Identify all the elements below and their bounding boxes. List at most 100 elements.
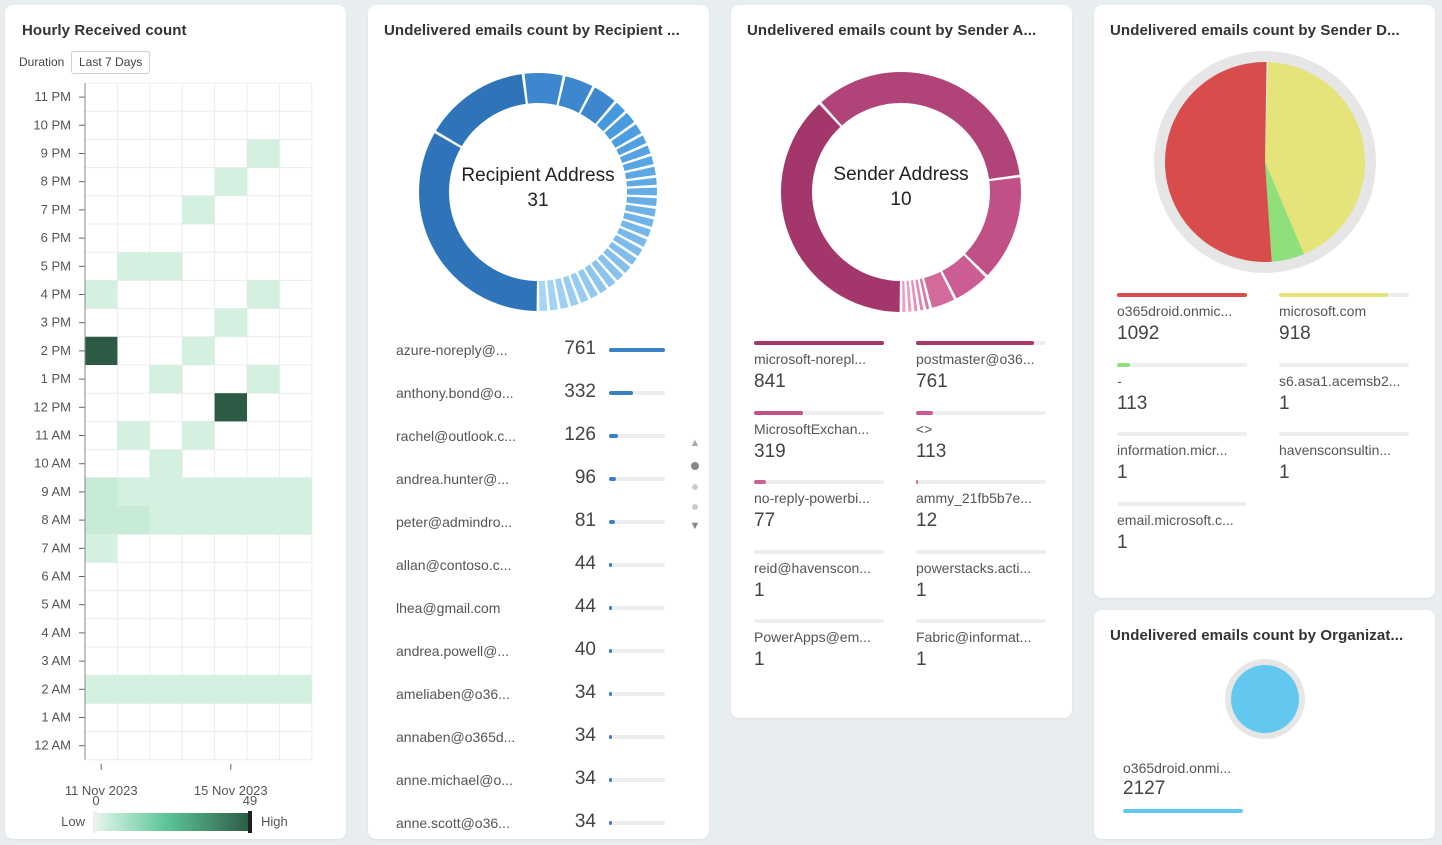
heatmap-cell[interactable] [182,506,215,535]
heatmap-cell[interactable] [117,477,150,506]
recipient-donut-slice[interactable] [620,220,651,238]
recipient-donut-slice[interactable] [625,204,656,217]
page-dot-active[interactable] [691,462,699,470]
sender-donut-slice[interactable] [924,271,955,308]
recipient-donut-slice[interactable] [547,279,558,311]
domain-pie-slice[interactable] [1165,61,1272,263]
sender-donut-chart[interactable] [731,5,1072,325]
sender-tile[interactable]: PowerApps@em... 1 [754,619,884,679]
heatmap-cell[interactable] [279,675,312,704]
sender-donut-slice[interactable] [910,280,918,312]
page-dot[interactable] [692,484,698,490]
heatmap-cell[interactable] [182,675,215,704]
heatmap-cell[interactable] [117,252,150,281]
legend-max-handle[interactable] [248,811,252,833]
org-pie-slice[interactable] [1231,665,1299,733]
recipient-row[interactable]: rachel@outlook.c... 126 [396,422,666,452]
recipient-donut-slice[interactable] [584,264,607,294]
domain-tile[interactable]: s6.asa1.acemsb2... 1 [1279,362,1409,423]
list-scroller[interactable]: ▲ ▼ [688,437,702,534]
scroll-down-icon[interactable]: ▼ [689,520,701,532]
domain-pie-slice[interactable] [1265,62,1365,255]
recipient-row[interactable]: andrea.hunter@... 96 [396,465,666,495]
heatmap-cell[interactable] [149,365,183,394]
recipient-row[interactable]: annaben@o365d... 34 [396,723,666,753]
heatmap-cell[interactable] [247,675,280,704]
sender-tile[interactable]: reid@havenscon... 1 [754,549,884,610]
recipient-row[interactable]: anne.scott@o36... 34 [396,809,666,839]
domain-tile[interactable]: havensconsultin... 1 [1279,432,1409,492]
recipient-donut-slice[interactable] [619,145,651,164]
recipient-donut-slice[interactable] [611,124,642,148]
domain-tile[interactable]: information.micr... 1 [1117,432,1247,492]
recipient-row[interactable]: anne.michael@o... 34 [396,766,666,796]
recipient-donut-slice[interactable] [608,241,637,265]
heatmap-cell[interactable] [214,167,247,196]
heatmap-cell[interactable] [247,139,280,168]
recipient-donut-slice[interactable] [577,268,598,299]
sender-donut-slice[interactable] [919,278,930,310]
recipient-donut-slice[interactable] [558,76,593,113]
duration-selector[interactable]: Last 7 Days [71,51,151,74]
sender-donut-slice[interactable] [821,71,1020,180]
sender-domain-pie-chart[interactable] [1094,5,1435,285]
recipient-row[interactable]: lhea@gmail.com 44 [396,594,666,624]
recipient-row[interactable]: ameliaben@o36... 34 [396,680,666,710]
heatmap-cell[interactable] [149,252,183,281]
heatmap-cell[interactable] [214,506,247,535]
heatmap-cell[interactable] [279,506,312,535]
recipient-donut-slice[interactable] [554,278,569,309]
recipient-donut-chart[interactable] [368,5,709,325]
recipient-donut-slice[interactable] [539,280,548,311]
sender-tile[interactable]: postmaster@o36... 761 [916,341,1046,401]
sender-tile[interactable]: no-reply-powerbi... 77 [754,480,884,540]
heatmap-cell[interactable] [247,280,280,309]
heatmap-cell[interactable] [214,477,247,506]
sender-donut-slice[interactable] [915,279,924,311]
recipient-donut-slice[interactable] [570,272,589,303]
sender-tile[interactable]: Fabric@informat... 1 [916,619,1046,679]
domain-tile[interactable]: o365droid.onmic... 1092 [1117,293,1247,353]
heatmap-cell[interactable] [85,477,118,506]
heatmap-cell[interactable] [247,365,280,394]
heatmap-cell[interactable] [85,280,118,309]
heatmap-cell[interactable] [149,506,183,535]
recipient-donut-slice[interactable] [580,87,615,124]
recipient-donut-slice[interactable] [596,102,625,132]
heatmap-cell[interactable] [117,675,150,704]
recipient-donut-slice[interactable] [612,234,643,257]
recipient-row[interactable]: azure-noreply@... 761 [396,336,666,366]
organization-pie-chart[interactable] [1094,610,1435,750]
domain-tile[interactable]: microsoft.com 918 [1279,293,1409,353]
heatmap-cell[interactable] [247,477,280,506]
recipient-donut-slice[interactable] [591,259,616,288]
recipient-donut-slice[interactable] [626,196,657,207]
heatmap-cell[interactable] [85,675,118,704]
domain-tile[interactable]: - 113 [1117,362,1247,423]
sender-donut-slice[interactable] [906,280,912,312]
recipient-row[interactable]: andrea.powell@... 40 [396,637,666,667]
recipient-donut-slice[interactable] [623,212,654,228]
recipient-row[interactable]: anthony.bond@o... 332 [396,379,666,409]
heatmap-cell[interactable] [214,675,247,704]
page-dot[interactable] [692,504,698,510]
recipient-donut-slice[interactable] [435,74,526,147]
heatmap-cell[interactable] [214,308,247,337]
heatmap-cell[interactable] [117,506,150,535]
recipient-donut-slice[interactable] [622,155,654,172]
recipient-donut-slice[interactable] [626,187,657,196]
heatmap-cell[interactable] [182,421,215,450]
legend-min-handle[interactable] [93,811,97,833]
recipient-row[interactable]: peter@admindro... 81 [396,508,666,538]
recipient-donut-slice[interactable] [419,133,537,311]
scroll-up-icon[interactable]: ▲ [689,437,701,449]
recipient-donut-slice[interactable] [524,73,563,105]
recipient-donut-slice[interactable] [616,135,647,156]
sender-tile[interactable]: MicrosoftExchan... 319 [754,410,884,471]
heatmap-cell[interactable] [279,477,312,506]
heatmap-cell[interactable] [149,449,183,478]
heatmap-cell[interactable] [214,393,247,422]
sender-tile[interactable]: ammy_21fb5b7e... 12 [916,480,1046,540]
recipient-donut-slice[interactable] [604,112,635,140]
recipient-donut-slice[interactable] [597,254,624,281]
